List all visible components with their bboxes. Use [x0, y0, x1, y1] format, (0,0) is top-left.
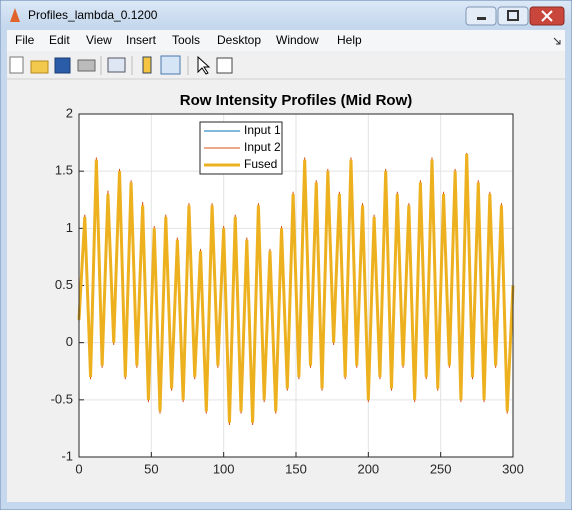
- y-tick-label: 1: [66, 220, 73, 235]
- close-icon: [541, 10, 553, 22]
- menu-item[interactable]: Window: [276, 33, 319, 47]
- menu-item[interactable]: Tools: [172, 33, 200, 47]
- app-icon: [10, 8, 20, 22]
- x-tick-label: 100: [213, 461, 235, 476]
- plot-browser-icon[interactable]: [216, 57, 233, 74]
- colorbar-icon[interactable]: [142, 56, 152, 74]
- minimize-button[interactable]: [465, 6, 497, 26]
- y-tick-label: 1.5: [55, 163, 73, 178]
- minimize-icon: [477, 17, 486, 20]
- series-line: [77, 153, 515, 423]
- menu-item[interactable]: Edit: [49, 33, 70, 47]
- new-icon[interactable]: [9, 56, 24, 74]
- x-tick-label: 200: [357, 461, 379, 476]
- menu-item[interactable]: Desktop: [217, 33, 261, 47]
- legend-label: Input 2: [244, 140, 281, 154]
- maximize-button[interactable]: [497, 6, 529, 26]
- legend-label: Input 1: [244, 123, 281, 137]
- y-tick-label: 2: [66, 105, 73, 120]
- menu-item[interactable]: Insert: [126, 33, 157, 47]
- chart-title: Row Intensity Profiles (Mid Row): [180, 92, 413, 109]
- legend-label: Fused: [244, 157, 277, 171]
- open-icon[interactable]: [30, 60, 49, 74]
- toolbar: [9, 55, 233, 75]
- y-tick-label: 0.5: [55, 277, 73, 292]
- y-tick-label: 0: [66, 334, 73, 349]
- pointer-icon[interactable]: [197, 55, 211, 75]
- axes-box: [78, 113, 514, 458]
- print-icon[interactable]: [77, 59, 96, 72]
- x-tick-label: 300: [502, 461, 524, 476]
- y-tick-label: -1: [61, 448, 73, 463]
- menu-bar: [7, 30, 565, 51]
- x-tick-label: 50: [144, 461, 158, 476]
- x-tick-label: 0: [75, 461, 82, 476]
- save-icon[interactable]: [54, 57, 71, 74]
- link-icon[interactable]: [107, 57, 126, 73]
- window-title: Profiles_lambda_0.1200: [28, 8, 158, 22]
- menu-item[interactable]: File: [15, 33, 35, 47]
- menu-item[interactable]: Help: [337, 33, 362, 47]
- x-tick-label: 150: [285, 461, 307, 476]
- dock-arrow[interactable]: [553, 37, 561, 45]
- y-tick-label: -0.5: [51, 391, 73, 406]
- x-tick-label: 250: [430, 461, 452, 476]
- maximize-icon: [507, 10, 519, 21]
- menu-item[interactable]: View: [86, 33, 112, 47]
- legend-icon[interactable]: [160, 55, 181, 75]
